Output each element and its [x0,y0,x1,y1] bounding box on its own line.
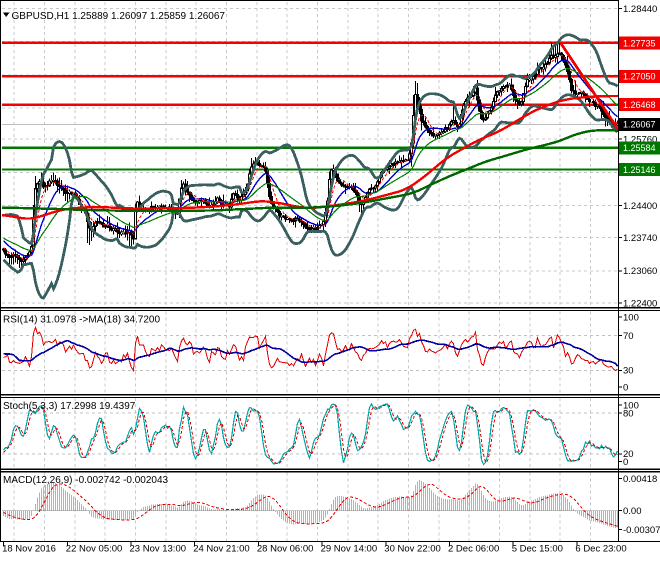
svg-text:6 Dec 23:00: 6 Dec 23:00 [575,544,626,555]
svg-text:0.00418: 0.00418 [623,474,657,485]
svg-text:-0.003072: -0.003072 [623,525,660,536]
svg-text:5 Dec 15:00: 5 Dec 15:00 [512,544,563,555]
svg-text:GBPUSD,H1 1.25889 1.26097 1.25: GBPUSD,H1 1.25889 1.26097 1.25859 1.2606… [12,11,226,22]
svg-text:1.27050: 1.27050 [623,72,656,82]
svg-text:RSI(14) 31.0978 ->MA(18) 34.7: RSI(14) 31.0978 ->MA(18) 34.7200 [3,315,160,326]
svg-text:29 Nov 14:00: 29 Nov 14:00 [321,544,378,555]
svg-text:0.00: 0.00 [623,506,642,517]
svg-text:1.25760: 1.25760 [623,135,657,146]
svg-text:100: 100 [623,400,639,411]
svg-text:70: 70 [623,331,634,342]
svg-text:1.23060: 1.23060 [623,266,657,277]
svg-text:1.25146: 1.25146 [623,165,656,175]
svg-text:1.23740: 1.23740 [623,233,657,244]
svg-text:30 Nov 22:00: 30 Nov 22:00 [384,544,441,555]
svg-text:18 Nov 2016: 18 Nov 2016 [2,544,56,555]
svg-text:100: 100 [623,313,639,324]
svg-text:Stoch(5,3,3) 17.2998 19.4397: Stoch(5,3,3) 17.2998 19.4397 [3,401,136,412]
svg-text:1.26468: 1.26468 [623,100,656,110]
svg-text:1.25584: 1.25584 [623,143,656,153]
svg-text:30: 30 [623,366,634,377]
svg-text:1.26067: 1.26067 [623,120,656,130]
svg-text:80: 80 [623,408,634,419]
svg-text:28 Nov 06:00: 28 Nov 06:00 [257,544,314,555]
svg-text:2 Dec 06:00: 2 Dec 06:00 [448,544,499,555]
svg-text:0: 0 [623,457,628,468]
svg-text:24 Nov 21:00: 24 Nov 21:00 [193,544,250,555]
svg-text:1.27735: 1.27735 [623,38,656,48]
svg-text:1.24400: 1.24400 [623,201,657,212]
svg-text:1.22400: 1.22400 [623,298,657,309]
svg-text:23 Nov 13:00: 23 Nov 13:00 [130,544,187,555]
svg-text:22 Nov 05:00: 22 Nov 05:00 [66,544,123,555]
svg-text:MACD(12,26,9) -0.002742 -0.002: MACD(12,26,9) -0.002742 -0.002043 [3,475,169,486]
svg-text:0: 0 [623,383,628,394]
svg-text:1.28440: 1.28440 [623,4,657,15]
svg-text:20: 20 [623,449,634,460]
